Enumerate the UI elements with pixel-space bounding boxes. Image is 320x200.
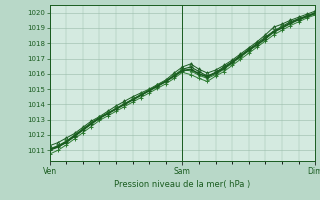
X-axis label: Pression niveau de la mer( hPa ): Pression niveau de la mer( hPa ) (114, 180, 251, 189)
